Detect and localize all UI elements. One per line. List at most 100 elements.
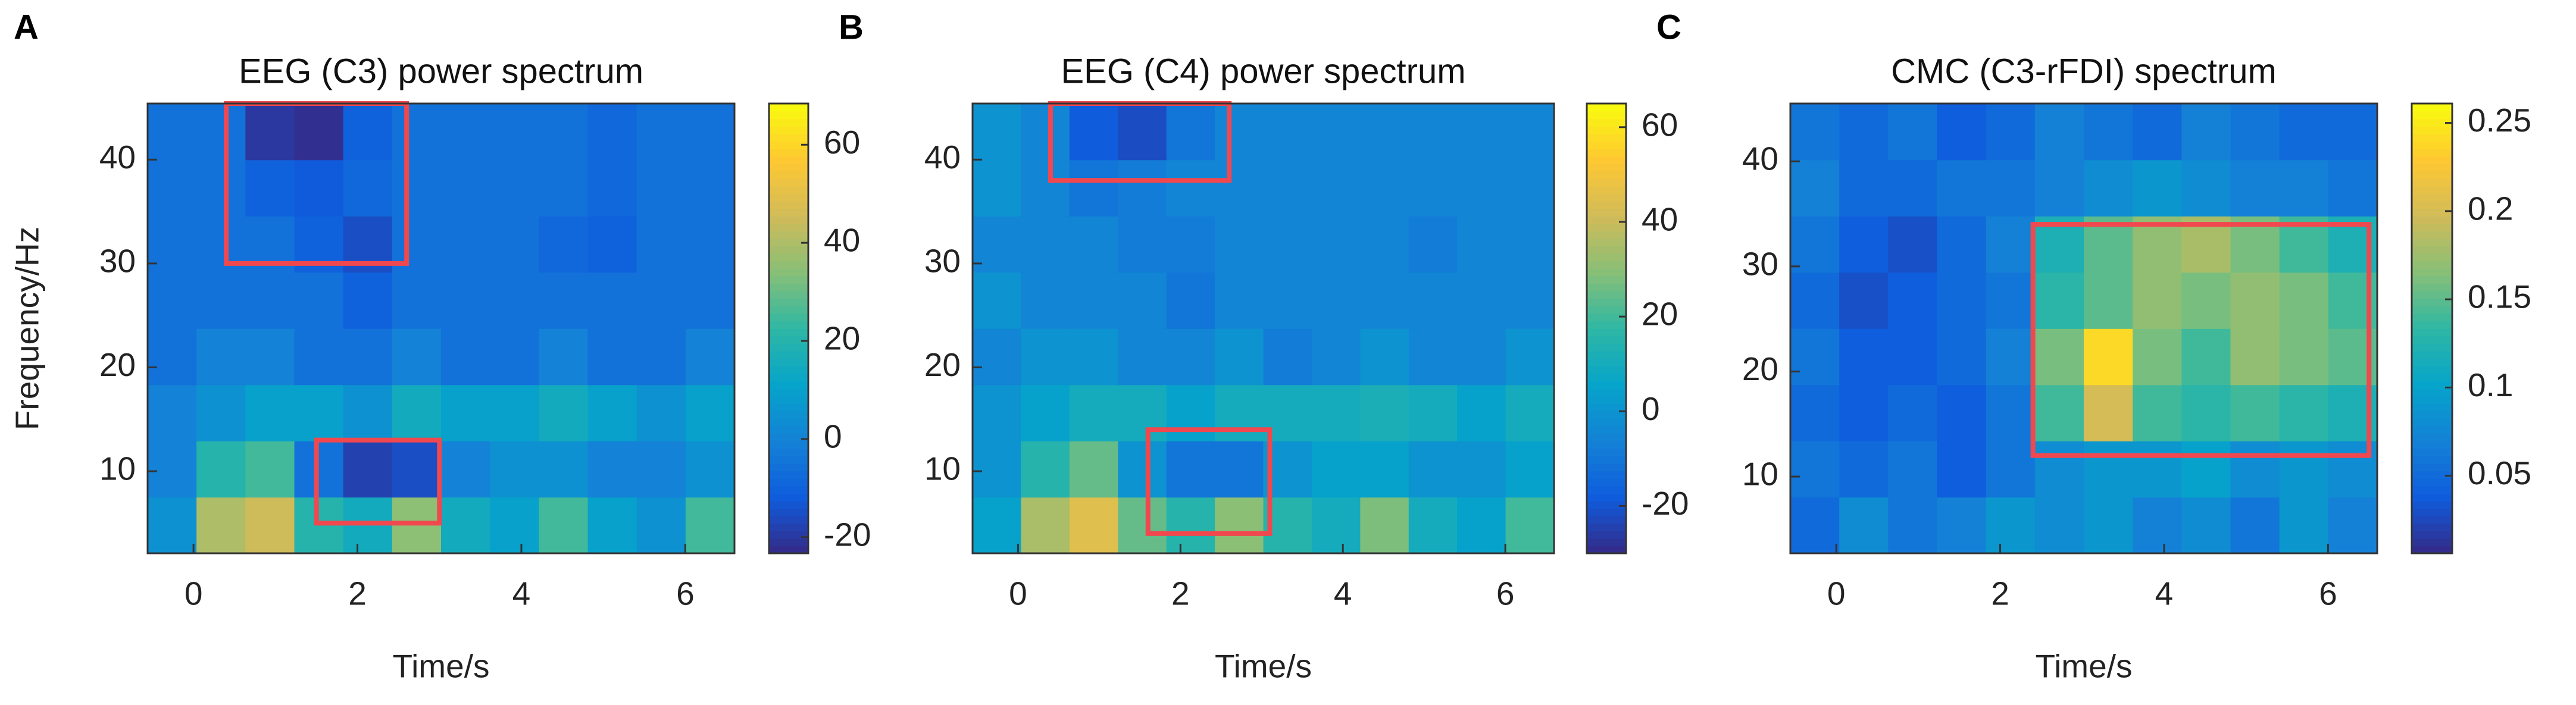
heatmap-cell	[148, 384, 197, 441]
heatmap-cell	[1986, 272, 2036, 329]
colorbar-segment	[1587, 238, 1626, 247]
colorbar-segment	[2412, 200, 2452, 209]
heatmap-cell	[1505, 159, 1555, 217]
heatmap-cell	[2133, 272, 2183, 329]
colorbar-segment	[769, 238, 808, 247]
heatmap-cell	[490, 328, 540, 386]
heatmap-cell	[1888, 159, 1938, 217]
colorbar-segment	[769, 111, 808, 119]
heatmap-cell	[1311, 104, 1361, 161]
heatmap-cell	[1986, 104, 2036, 161]
heatmap-cell	[1118, 159, 1167, 217]
x-tick-label: 6	[2319, 575, 2337, 612]
heatmap-cell	[196, 384, 246, 441]
heatmap-cell	[490, 441, 540, 498]
heatmap-cell	[2328, 497, 2378, 554]
heatmap-cell	[1457, 272, 1506, 329]
colorbar-segment	[769, 358, 808, 366]
heatmap-cell	[392, 272, 442, 329]
colorbar-frame	[1586, 102, 1627, 554]
heatmap-cell	[539, 216, 589, 273]
heatmap-cell	[1937, 272, 1987, 329]
colorbar-segment	[1587, 178, 1626, 187]
colorbar-segment	[1587, 283, 1626, 292]
heatmap-cell	[2133, 104, 2183, 161]
heatmap-cell	[1505, 216, 1555, 273]
heatmap-cell	[587, 216, 637, 273]
heatmap-cell	[685, 104, 735, 161]
colorbar-segment	[1587, 463, 1626, 472]
heatmap-cell	[1166, 104, 1215, 161]
colorbar-tick-label: 0.25	[2468, 102, 2531, 139]
heatmap-cell	[196, 104, 246, 161]
heatmap-cell	[1839, 104, 1889, 161]
colorbar-segment	[1587, 358, 1626, 366]
heatmap-cell	[2279, 272, 2329, 329]
colorbar-segment	[769, 104, 808, 112]
colorbar-segment	[2412, 546, 2452, 554]
colorbar-segment	[769, 186, 808, 194]
heatmap-cell	[2279, 441, 2329, 498]
y-tick-label: 20	[99, 346, 136, 383]
colorbar-segment	[769, 381, 808, 389]
colorbar-tick-label: 40	[1642, 200, 1678, 237]
colorbar-segment	[1587, 373, 1626, 381]
colorbar-segment	[769, 283, 808, 292]
heatmap-cell	[1069, 384, 1119, 441]
heatmap-cell	[2133, 441, 2183, 498]
heatmap-cell	[1408, 159, 1458, 217]
colorbar-segment	[1587, 141, 1626, 149]
heatmap-cell	[1118, 441, 1167, 498]
heatmap-cell	[1790, 497, 1840, 554]
colorbar-segment	[2412, 208, 2452, 217]
colorbar-segment	[769, 171, 808, 179]
colorbar-segment	[1587, 381, 1626, 389]
colorbar-tick-label: -20	[1642, 485, 1689, 522]
heatmap-cell	[343, 328, 393, 386]
heatmap-cell	[636, 497, 686, 554]
heatmap-cell	[1457, 441, 1506, 498]
heatmap-cell	[148, 497, 197, 554]
heatmap-cell	[973, 272, 1022, 329]
colorbar-segment	[2412, 456, 2452, 464]
heatmap-cell	[1263, 328, 1312, 386]
heatmap-cell	[1360, 441, 1409, 498]
colorbar-segment	[2412, 246, 2452, 254]
colorbar-segment	[2412, 253, 2452, 262]
colorbar-segment	[1587, 350, 1626, 359]
colorbar-segment	[769, 328, 808, 337]
heatmap-cell	[1166, 159, 1215, 217]
heatmap-cell	[1311, 384, 1361, 441]
heatmap-cell	[973, 328, 1022, 386]
colorbar-segment	[2412, 350, 2452, 359]
heatmap-cell	[1118, 384, 1167, 441]
heatmap-cell	[441, 216, 490, 273]
colorbar-segment	[769, 156, 808, 164]
panel-title: CMC (C3-rFDI) spectrum	[1891, 52, 2277, 90]
heatmap-cell	[2230, 384, 2280, 441]
colorbar-segment	[2412, 306, 2452, 314]
heatmap-cell	[1888, 328, 1938, 386]
colorbar-segment	[2412, 186, 2452, 194]
y-tick-label: 20	[924, 346, 961, 383]
colorbar-tick-label: 0	[824, 418, 842, 455]
colorbar-segment	[769, 223, 808, 231]
colorbar-segment	[2412, 508, 2452, 516]
colorbar-segment	[2412, 133, 2452, 142]
heatmap-cell	[587, 104, 637, 161]
colorbar-segment	[2412, 238, 2452, 247]
colorbar-segment	[769, 523, 808, 531]
heatmap-cell	[1839, 384, 1889, 441]
colorbar-segment	[769, 396, 808, 404]
heatmap-cell	[685, 216, 735, 273]
colorbar-segment	[1587, 291, 1626, 299]
heatmap-cell	[1408, 216, 1458, 273]
colorbar-segment	[1587, 208, 1626, 217]
heatmap-cell	[636, 159, 686, 217]
heatmap-cell	[441, 272, 490, 329]
colorbar-segment	[769, 163, 808, 172]
heatmap-cell	[539, 441, 589, 498]
heatmap-cell	[1069, 159, 1119, 217]
heatmap-cell	[294, 104, 344, 161]
